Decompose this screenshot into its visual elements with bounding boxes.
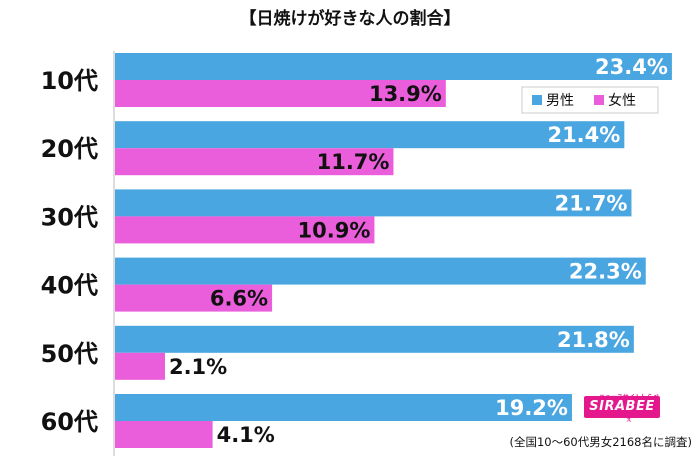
bar-female <box>115 284 273 312</box>
category-label: 30代 <box>41 203 98 231</box>
bar-female <box>115 148 394 176</box>
data-label: 21.7% <box>555 191 628 215</box>
data-label: 11.7% <box>317 150 390 174</box>
data-label: 13.9% <box>369 82 442 106</box>
bar-female <box>115 421 213 448</box>
legend-swatch <box>594 95 604 105</box>
data-label: 2.1% <box>169 355 227 379</box>
data-label: 22.3% <box>569 260 642 284</box>
bar-male <box>115 121 625 149</box>
data-label: 10.9% <box>298 218 371 242</box>
footnote: (全国10〜60代男女2168名に調査) <box>509 435 692 449</box>
legend: 男性 女性 <box>521 86 659 114</box>
bar-female <box>115 216 375 244</box>
category-label: 10代 <box>41 67 98 95</box>
data-label: 4.1% <box>217 423 275 447</box>
sirabee-logo: ニュースサイトしらべぇ SIRABEE <box>584 394 660 423</box>
bar-female <box>115 80 446 107</box>
bar-male <box>115 53 672 80</box>
data-label: 21.4% <box>547 123 620 147</box>
bar-male <box>115 257 646 285</box>
category-label: 60代 <box>41 408 98 436</box>
category-label: 50代 <box>41 340 98 368</box>
legend-swatch <box>532 95 542 105</box>
chart-title: 【日焼けが好きな人の割合】 <box>239 9 461 29</box>
bar-female <box>115 352 165 380</box>
legend-label: 男性 <box>546 93 574 109</box>
bar-male <box>115 325 634 353</box>
data-label: 23.4% <box>595 55 668 79</box>
data-label: 19.2% <box>495 396 568 420</box>
category-label: 40代 <box>41 272 98 300</box>
data-label: 21.8% <box>557 328 630 352</box>
legend-label: 女性 <box>608 92 636 109</box>
legend-box <box>521 86 659 114</box>
category-label: 20代 <box>41 135 98 163</box>
bar-male <box>115 394 572 421</box>
bar-male <box>115 189 632 217</box>
data-label: 6.6% <box>210 287 268 311</box>
